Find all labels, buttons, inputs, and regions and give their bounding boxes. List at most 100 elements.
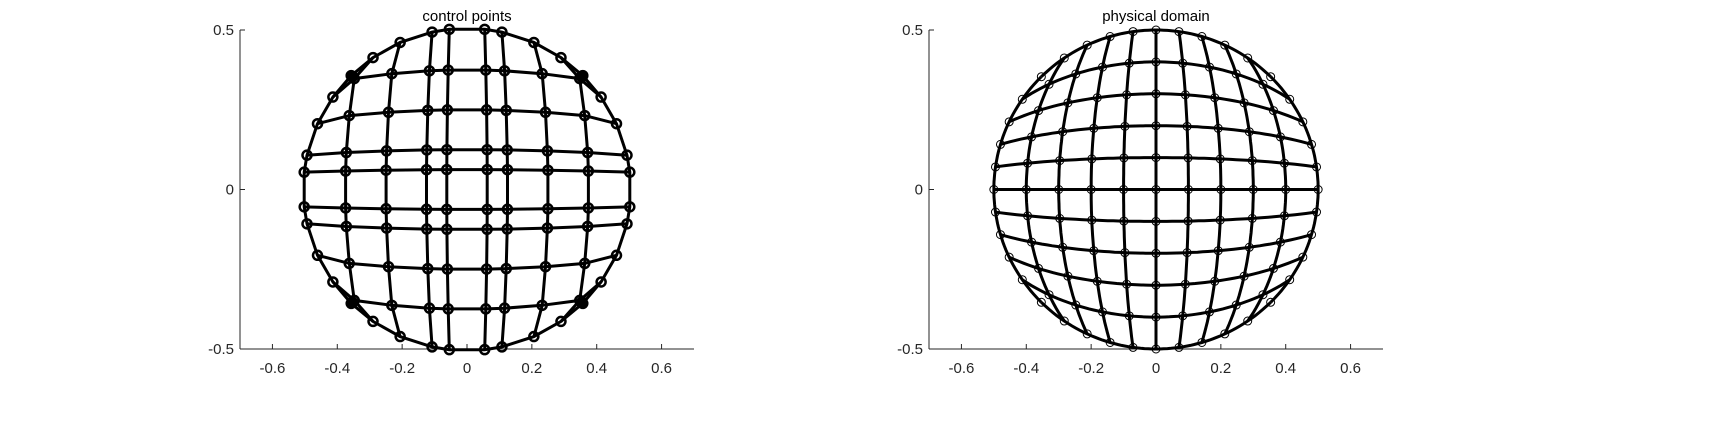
mesh-node xyxy=(1215,154,1225,164)
mesh-node xyxy=(1098,62,1108,72)
control-point xyxy=(500,104,512,117)
control-net-line xyxy=(302,74,353,305)
mesh-node xyxy=(990,162,1000,172)
control-point xyxy=(555,315,567,328)
mesh-node xyxy=(1220,40,1230,50)
mesh-node xyxy=(1128,27,1138,37)
control-point xyxy=(426,341,438,353)
mesh-node xyxy=(1243,316,1253,326)
control-point xyxy=(367,51,379,64)
control-point xyxy=(621,218,633,230)
y-tick-label: 0.5 xyxy=(213,22,234,39)
mesh-node xyxy=(1098,307,1108,317)
mesh-line xyxy=(992,75,1043,304)
control-point xyxy=(610,249,623,262)
mesh-node xyxy=(1058,127,1068,137)
control-point xyxy=(621,149,633,161)
x-tick-label: 0.2 xyxy=(1210,360,1231,377)
control-point xyxy=(501,203,514,216)
mesh-node xyxy=(1023,158,1033,168)
mesh-node xyxy=(1231,69,1241,79)
control-point xyxy=(380,145,393,157)
mesh-node xyxy=(1119,185,1129,194)
x-tick-label: 0.4 xyxy=(1275,360,1296,377)
mesh-node xyxy=(1178,58,1188,68)
mesh-node xyxy=(1248,185,1258,194)
mesh-node xyxy=(1244,127,1254,137)
control-point xyxy=(311,249,324,262)
mesh-node xyxy=(1034,263,1044,273)
control-point xyxy=(422,262,434,275)
control-point xyxy=(480,303,492,315)
control-point xyxy=(501,163,514,176)
mesh-line xyxy=(1024,57,1066,322)
control-point xyxy=(343,257,356,270)
control-net-line xyxy=(331,68,603,99)
control-point xyxy=(443,23,456,36)
mesh-node xyxy=(1017,94,1027,104)
mesh-node xyxy=(1268,106,1278,116)
mesh-line xyxy=(1223,44,1255,335)
mesh-node xyxy=(1247,156,1257,166)
control-point xyxy=(541,145,554,157)
mesh-node xyxy=(1059,316,1069,326)
mesh-node xyxy=(1071,300,1081,310)
control-point xyxy=(582,165,595,177)
control-point xyxy=(498,302,511,314)
control-point xyxy=(498,65,511,77)
mesh-node xyxy=(1216,185,1226,194)
control-point xyxy=(478,23,491,36)
mesh-node xyxy=(1124,311,1134,321)
control-point xyxy=(500,262,512,275)
control-point xyxy=(421,144,433,156)
mesh-node xyxy=(1213,123,1223,133)
axes-control-points: control points -0.6 -0.4 -0.2 0 0.2 0.4 0.6-0.… xyxy=(208,8,694,377)
control-point xyxy=(595,276,607,288)
mesh-node xyxy=(1059,53,1069,63)
mesh-node xyxy=(1151,121,1161,131)
control-point-filled xyxy=(346,296,359,309)
axis-ticks: -0.6 -0.4 -0.2 0 0.2 0.4 0.6 -0.5 0 0.5 xyxy=(208,22,694,377)
control-net-line xyxy=(306,148,628,157)
control-point xyxy=(501,223,513,235)
mesh-node xyxy=(1244,242,1254,252)
axes-physical-domain: physical domain -0.6 -0.4 -0.2 0 0.2 0.4 0.6-0… xyxy=(897,8,1383,377)
mesh-node xyxy=(990,207,1000,217)
mesh-node xyxy=(1312,162,1322,172)
mesh-node xyxy=(1082,40,1092,50)
control-point xyxy=(423,65,436,77)
mesh-node xyxy=(1239,98,1249,108)
mesh-node xyxy=(1151,280,1161,290)
mesh-node xyxy=(1120,248,1130,258)
control-point xyxy=(422,104,434,117)
mesh-node xyxy=(1210,93,1220,103)
axis-ticks: -0.6 -0.4 -0.2 0 0.2 0.4 0.6 -0.5 0 0.5 xyxy=(897,22,1383,377)
control-point xyxy=(421,223,433,235)
mesh-node xyxy=(1151,89,1161,99)
control-point xyxy=(542,203,554,215)
mesh-line xyxy=(1246,57,1288,322)
control-point xyxy=(340,146,353,159)
control-point-filled xyxy=(575,296,588,309)
mesh-node xyxy=(1089,246,1099,256)
control-point xyxy=(480,64,492,76)
control-point xyxy=(541,222,554,234)
mesh-node xyxy=(1054,185,1064,194)
mesh-node xyxy=(1055,213,1065,223)
mesh-node xyxy=(1279,158,1289,168)
y-tick-label: 0 xyxy=(226,182,234,199)
x-tick-label: 0 xyxy=(463,360,471,377)
control-point xyxy=(343,109,356,122)
control-point xyxy=(443,343,456,356)
mesh-node xyxy=(1298,252,1308,262)
mesh-node xyxy=(1058,242,1068,252)
mesh-node xyxy=(1092,276,1102,286)
mesh-node xyxy=(1017,275,1027,285)
mesh-node xyxy=(1092,93,1102,103)
mesh-node xyxy=(1197,337,1207,347)
control-point xyxy=(442,64,454,76)
mesh-node xyxy=(1258,79,1268,89)
mesh-node xyxy=(1044,79,1054,89)
control-point xyxy=(298,201,310,213)
